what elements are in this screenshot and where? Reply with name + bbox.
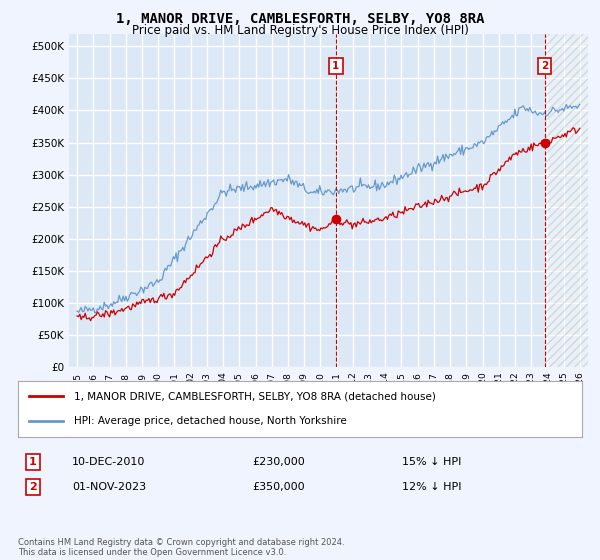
Text: 12% ↓ HPI: 12% ↓ HPI bbox=[402, 482, 461, 492]
Text: HPI: Average price, detached house, North Yorkshire: HPI: Average price, detached house, Nort… bbox=[74, 416, 347, 426]
Bar bbox=[545, 34, 588, 367]
Text: £350,000: £350,000 bbox=[252, 482, 305, 492]
Text: 1, MANOR DRIVE, CAMBLESFORTH, SELBY, YO8 8RA (detached house): 1, MANOR DRIVE, CAMBLESFORTH, SELBY, YO8… bbox=[74, 391, 436, 402]
Text: 1: 1 bbox=[29, 457, 37, 467]
Text: Contains HM Land Registry data © Crown copyright and database right 2024.
This d: Contains HM Land Registry data © Crown c… bbox=[18, 538, 344, 557]
Text: 01-NOV-2023: 01-NOV-2023 bbox=[72, 482, 146, 492]
Text: 1, MANOR DRIVE, CAMBLESFORTH, SELBY, YO8 8RA: 1, MANOR DRIVE, CAMBLESFORTH, SELBY, YO8… bbox=[116, 12, 484, 26]
Text: £230,000: £230,000 bbox=[252, 457, 305, 467]
Text: 1: 1 bbox=[332, 60, 340, 71]
Text: 10-DEC-2010: 10-DEC-2010 bbox=[72, 457, 145, 467]
Text: 2: 2 bbox=[541, 60, 548, 71]
Text: 2: 2 bbox=[29, 482, 37, 492]
Text: Price paid vs. HM Land Registry's House Price Index (HPI): Price paid vs. HM Land Registry's House … bbox=[131, 24, 469, 36]
Text: 15% ↓ HPI: 15% ↓ HPI bbox=[402, 457, 461, 467]
